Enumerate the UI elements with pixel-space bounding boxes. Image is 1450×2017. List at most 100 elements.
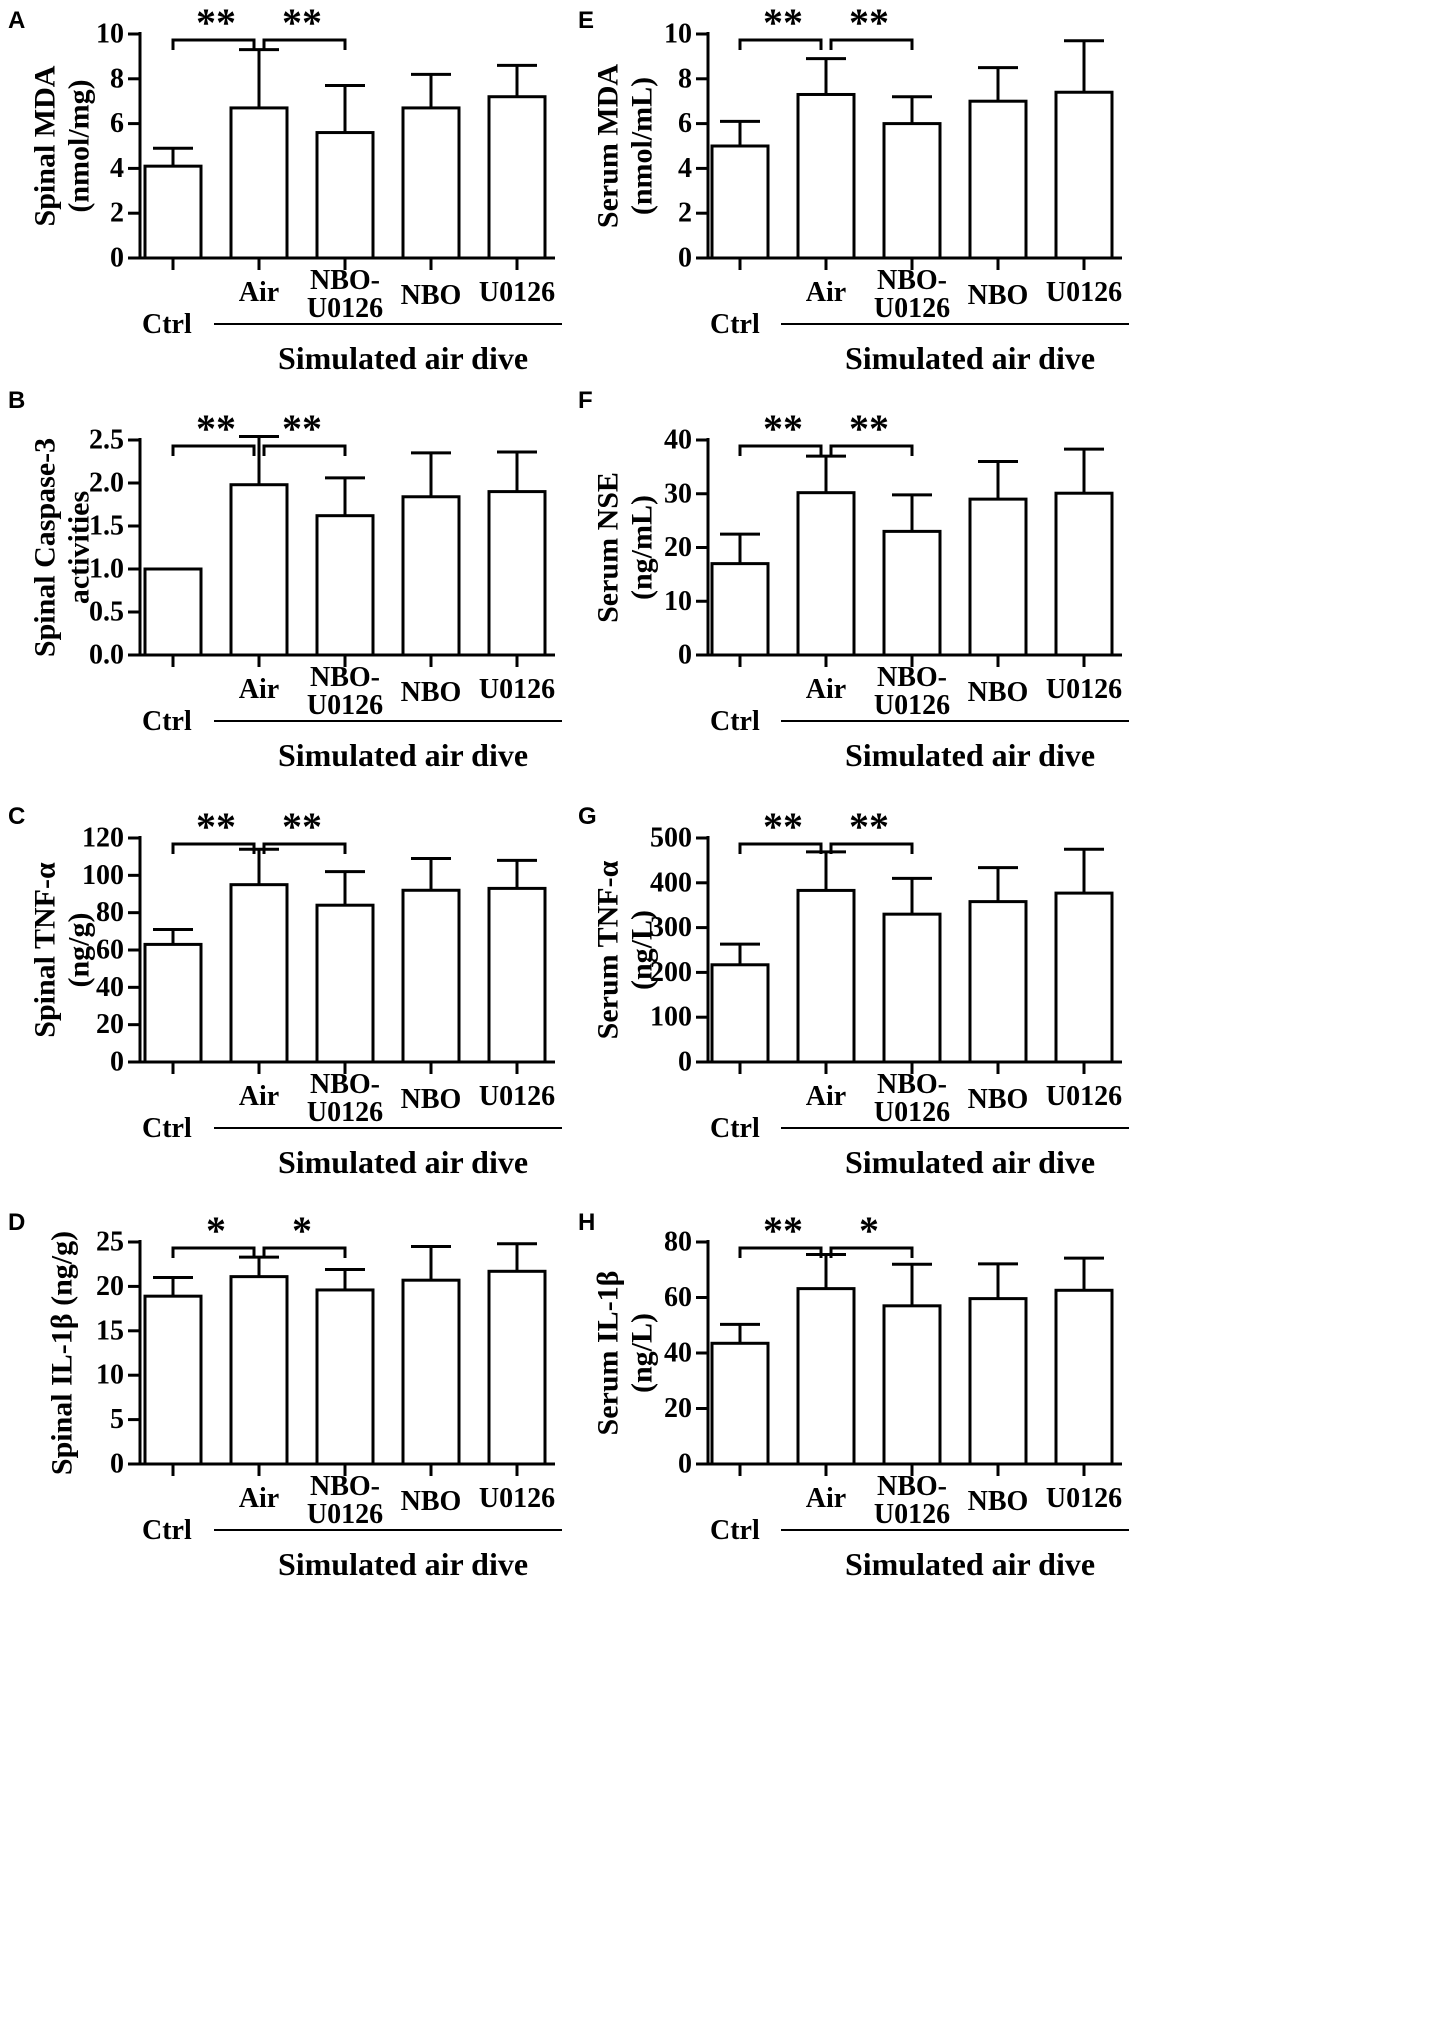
bar-air: [796, 491, 856, 657]
y-axis-title: Spinal TNF-α: [29, 862, 62, 1038]
y-tick-label: 0: [678, 1047, 692, 1078]
bar-air: [229, 106, 289, 260]
bar-air: [796, 1287, 856, 1466]
y-tick-label: 0: [110, 1449, 124, 1480]
bar-nbo: [401, 888, 461, 1064]
y-axis-title: (ng/mL): [626, 495, 659, 600]
panel-g: G Serum TNF-α (ng/L) 0 100 200 300 400 500 ** ** Ai…: [578, 803, 1129, 1180]
y-tick-label: 80: [664, 1227, 692, 1258]
category-label-nbo-u0126: U0126: [307, 1499, 383, 1530]
bar-nbo-u0126: [882, 122, 942, 260]
significance-label: **: [763, 0, 803, 45]
bar-nbo: [968, 99, 1028, 260]
category-label-nbo-u0126: NBO-: [310, 1471, 380, 1502]
y-axis-title: Spinal MDA: [29, 65, 62, 226]
y-tick-label: 6: [678, 108, 692, 139]
bar-ctrl: [710, 963, 770, 1064]
bar-ctrl: [710, 1341, 770, 1466]
category-label-nbo-u0126: NBO-: [310, 662, 380, 693]
significance-bracket: [262, 444, 347, 456]
y-axis-title: Serum TNF-α: [592, 860, 625, 1039]
y-tick-label: 40: [96, 972, 124, 1003]
category-label-nbo: NBO: [401, 280, 462, 311]
bar-ctrl: [143, 567, 203, 657]
category-label-air: Air: [806, 1081, 846, 1112]
panel-letter: E: [578, 7, 594, 34]
bar-nbo-u0126: [882, 1304, 942, 1466]
significance-bracket: [262, 1246, 347, 1258]
y-tick-label: 100: [650, 1002, 692, 1033]
y-axis-title: (ng/L): [626, 910, 659, 990]
category-label-u0126: U0126: [479, 1483, 555, 1514]
category-label-nbo-u0126: U0126: [307, 293, 383, 324]
bar-nbo: [401, 495, 461, 657]
y-tick-label: 25: [96, 1227, 124, 1258]
bar-ctrl: [143, 942, 203, 1064]
y-tick-label: 2.0: [89, 468, 124, 499]
category-label-ctrl: Ctrl: [710, 1113, 760, 1144]
category-label-air: Air: [806, 277, 846, 308]
bar-ctrl: [710, 562, 770, 657]
significance-bracket: [171, 1246, 256, 1258]
y-tick-label: 0: [110, 1047, 124, 1078]
category-label-u0126: U0126: [479, 277, 555, 308]
y-tick-label: 2: [678, 198, 692, 229]
y-tick-label: 8: [678, 63, 692, 94]
significance-label: **: [763, 406, 803, 451]
significance-bracket: [829, 842, 914, 854]
category-label-ctrl: Ctrl: [142, 706, 192, 737]
y-axis-title: Spinal Caspase-3: [29, 438, 62, 657]
significance-bracket: [171, 444, 256, 456]
y-tick-label: 6: [110, 108, 124, 139]
significance-label: **: [282, 804, 322, 849]
category-label-u0126: U0126: [479, 1081, 555, 1112]
category-label-u0126: U0126: [1046, 1483, 1122, 1514]
significance-label: **: [196, 406, 236, 451]
panel-letter: G: [578, 803, 597, 830]
bar-air: [796, 888, 856, 1064]
y-tick-label: 60: [96, 935, 124, 966]
bar-nbo-u0126: [882, 529, 942, 657]
panel-letter: D: [8, 1209, 25, 1236]
category-label-nbo-u0126: U0126: [307, 1097, 383, 1128]
y-tick-label: 10: [664, 586, 692, 617]
y-tick-label: 15: [96, 1315, 124, 1346]
category-label-nbo-u0126: NBO-: [310, 1069, 380, 1100]
category-label-u0126: U0126: [479, 674, 555, 705]
category-label-ctrl: Ctrl: [142, 1515, 192, 1546]
y-tick-label: 8: [110, 63, 124, 94]
category-label-air: Air: [239, 1483, 279, 1514]
y-tick-label: 5: [110, 1404, 124, 1435]
significance-label: **: [196, 804, 236, 849]
y-tick-label: 4: [110, 153, 124, 184]
y-tick-label: 0: [678, 1449, 692, 1480]
y-tick-label: 0: [678, 243, 692, 274]
category-label-nbo-u0126: U0126: [874, 1097, 950, 1128]
category-label-nbo: NBO: [401, 677, 462, 708]
y-tick-label: 30: [664, 478, 692, 509]
significance-bracket: [738, 444, 823, 456]
bar-nbo-u0126: [315, 514, 375, 657]
y-tick-label: 2.5: [89, 425, 124, 456]
significance-label: **: [763, 1208, 803, 1253]
significance-bracket: [738, 842, 823, 854]
significance-label: **: [849, 804, 889, 849]
y-axis-title: (ng/L): [626, 1313, 659, 1393]
category-label-ctrl: Ctrl: [142, 309, 192, 340]
category-label-ctrl: Ctrl: [142, 1113, 192, 1144]
category-label-nbo: NBO: [968, 677, 1029, 708]
bar-u0126: [487, 490, 547, 657]
group-label: Simulated air dive: [845, 1144, 1095, 1180]
group-label: Simulated air dive: [278, 737, 528, 773]
category-label-nbo: NBO: [401, 1084, 462, 1115]
category-label-u0126: U0126: [1046, 277, 1122, 308]
bar-air: [229, 1275, 289, 1466]
bar-nbo: [968, 1297, 1028, 1466]
significance-bracket: [171, 842, 256, 854]
group-label: Simulated air dive: [278, 340, 528, 376]
significance-label: **: [763, 804, 803, 849]
y-tick-label: 4: [678, 153, 692, 184]
